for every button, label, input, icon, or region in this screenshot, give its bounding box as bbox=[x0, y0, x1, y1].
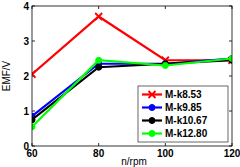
marker bbox=[32, 124, 35, 130]
y-tick bbox=[229, 111, 232, 112]
x-axis-label: n/rpm bbox=[121, 156, 147, 167]
legend-box bbox=[138, 86, 228, 142]
x-tick-label: 120 bbox=[224, 148, 240, 159]
x-tick bbox=[98, 143, 99, 146]
marker bbox=[32, 117, 35, 123]
marker bbox=[149, 131, 155, 137]
marker bbox=[96, 64, 102, 70]
x-tick bbox=[98, 6, 99, 9]
marker bbox=[96, 57, 102, 63]
y-tick-label: 0 bbox=[23, 141, 29, 152]
legend-label: M-k10.67 bbox=[165, 115, 208, 126]
x-tick-label: 80 bbox=[93, 148, 105, 159]
y-tick bbox=[32, 41, 35, 42]
marker bbox=[162, 63, 168, 69]
y-axis-label: EMF/V bbox=[1, 60, 12, 91]
x-tick-label: 100 bbox=[157, 148, 174, 159]
marker bbox=[95, 13, 102, 20]
y-tick-label: 2 bbox=[23, 71, 29, 82]
y-tick-label: 1 bbox=[23, 106, 29, 117]
legend-label: M-k8.53 bbox=[165, 89, 202, 100]
marker bbox=[229, 56, 232, 62]
legend-label: M-k12.80 bbox=[165, 128, 208, 139]
marker bbox=[149, 105, 155, 111]
x-tick bbox=[165, 143, 166, 146]
x-tick bbox=[165, 6, 166, 9]
background bbox=[0, 0, 240, 167]
y-tick bbox=[32, 111, 35, 112]
plot-frame bbox=[32, 6, 232, 146]
marker bbox=[229, 56, 232, 62]
legend: M-k8.53 M-k9.85 M-k10.67 M-k12.80 bbox=[138, 86, 228, 142]
y-tick-label: 4 bbox=[23, 1, 29, 12]
chart: 608010012001234n/rpmEMF/VM-k8.53M-k9.85M… bbox=[0, 0, 240, 167]
y-tick-label: 3 bbox=[23, 36, 29, 47]
marker bbox=[149, 118, 155, 124]
marker bbox=[149, 91, 156, 98]
marker bbox=[32, 71, 36, 78]
legend-label: M-k9.85 bbox=[165, 102, 202, 113]
y-tick bbox=[229, 41, 232, 42]
y-tick bbox=[229, 76, 232, 77]
